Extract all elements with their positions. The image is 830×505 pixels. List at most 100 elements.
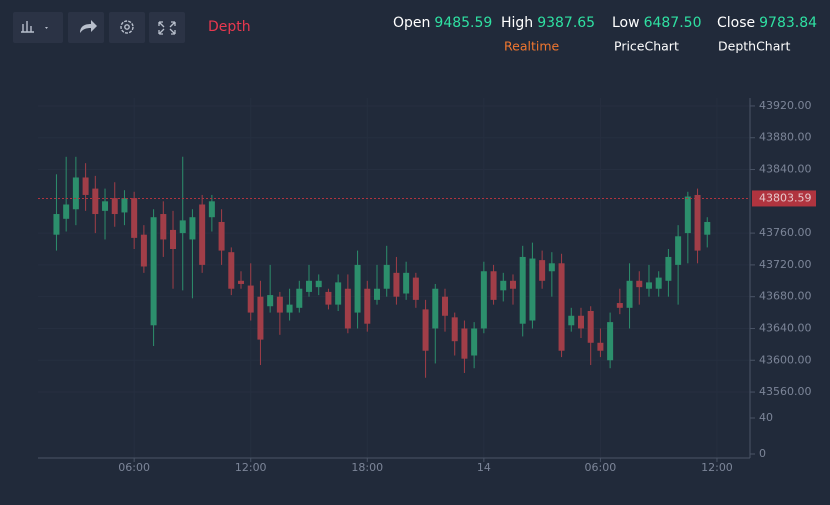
stat-value: 9783.84 <box>759 15 817 31</box>
last-price-box <box>752 190 816 207</box>
fullscreen-button[interactable] <box>149 12 185 43</box>
chart: 43560.00 43600.00 43640.00 43680.00 43720.00… <box>38 98 816 474</box>
candle-body <box>461 328 468 359</box>
y-tick-label: 43680.00 <box>759 290 812 303</box>
candle-body <box>568 315 575 326</box>
candle-body <box>170 229 177 249</box>
candle-body <box>626 280 633 308</box>
candle-body <box>72 177 79 210</box>
candle-body <box>150 217 157 326</box>
candle-body <box>238 280 245 284</box>
candle-body <box>422 309 429 351</box>
candle-body <box>509 280 516 289</box>
candle-body <box>597 342 604 351</box>
candle-body <box>412 277 419 300</box>
candle-body <box>354 264 361 313</box>
y-tick-label: 43840.00 <box>759 163 812 176</box>
candle-body <box>616 303 623 308</box>
candle-body <box>179 220 186 234</box>
candle-body <box>471 328 478 356</box>
tab[interactable]: Realtime <box>504 39 559 54</box>
stat-name: Low <box>612 15 640 31</box>
stat-name: Close <box>717 15 755 31</box>
candle-body <box>374 288 381 300</box>
toolbar <box>13 12 185 43</box>
candle-body <box>645 282 652 289</box>
candle-body <box>607 322 614 361</box>
y-tick-label: 43600.00 <box>759 353 812 366</box>
candle-body <box>519 256 526 324</box>
indicator-button[interactable] <box>13 12 63 43</box>
candle-body <box>383 264 390 289</box>
candle-body <box>364 288 371 324</box>
candle-body <box>490 271 497 300</box>
candle-body <box>558 263 565 351</box>
candle-body <box>257 296 264 340</box>
stat-value: 9485.59 <box>434 15 492 31</box>
candle-body <box>403 272 410 294</box>
y-tick-label: 43720.00 <box>759 258 812 271</box>
candle-body <box>684 196 691 234</box>
candle-body <box>325 291 332 305</box>
candle-body <box>140 234 147 267</box>
candle-body <box>53 214 60 235</box>
x-tick-label: 06:00 <box>118 461 150 474</box>
x-tick-label: 06:00 <box>585 461 617 474</box>
candle-body <box>189 217 196 240</box>
candle-body <box>587 310 594 343</box>
tab[interactable]: PriceChart <box>614 39 679 54</box>
candle-body <box>500 280 507 291</box>
candle-body <box>636 280 643 288</box>
tab[interactable]: DepthChart <box>718 39 791 54</box>
candle-body <box>675 236 682 265</box>
y-tick-label: 43920.00 <box>759 99 812 112</box>
candle-body <box>111 198 118 215</box>
y-tick-label: 43880.00 <box>759 131 812 144</box>
stat-name: High <box>501 15 533 31</box>
x-tick-label: 18:00 <box>351 461 383 474</box>
x-tick-label: 12:00 <box>235 461 267 474</box>
y2-tick-label: 40 <box>759 411 773 424</box>
candle-body <box>121 198 128 213</box>
candle-body <box>131 198 138 238</box>
candle-body <box>577 315 584 329</box>
candle-body <box>480 271 487 329</box>
depth-link[interactable]: Depth <box>208 19 251 35</box>
candle-body <box>694 194 701 251</box>
share-button[interactable] <box>68 12 104 43</box>
candle-body <box>296 288 303 308</box>
candle-body <box>228 252 235 289</box>
last-price-label: 43803.59 <box>759 191 812 204</box>
candle-body <box>665 256 672 281</box>
x-tick-label: 12:00 <box>701 461 733 474</box>
candle-body <box>451 317 458 342</box>
candle-body <box>82 177 89 195</box>
candle-body <box>218 221 225 251</box>
candle-body <box>315 280 322 288</box>
candle-body <box>208 201 215 218</box>
candle-body <box>548 263 555 272</box>
candle-body <box>539 260 546 281</box>
stats: Open 9485.59 High 9387.65 Low 6487.50 Close 978… <box>393 15 817 31</box>
candle-body <box>63 204 70 219</box>
y-tick-label: 43760.00 <box>759 226 812 239</box>
candle-body <box>529 258 536 321</box>
stat-value: 9387.65 <box>537 15 595 31</box>
x-tick-label: 14 <box>477 461 491 474</box>
tabs: Realtime PriceChart DepthChart <box>504 39 791 54</box>
stat-name: Open <box>393 15 430 31</box>
stat-value: 6487.50 <box>644 15 702 31</box>
candle-body <box>199 204 206 265</box>
settings-button[interactable] <box>109 12 145 43</box>
candle-body <box>286 304 293 313</box>
candle-body <box>704 221 711 235</box>
candle-body <box>102 201 109 211</box>
candle-body <box>92 188 99 215</box>
y2-tick-label: 0 <box>759 447 766 460</box>
candle-body <box>306 280 313 292</box>
candle-body <box>344 288 351 329</box>
candle-body <box>276 296 283 313</box>
candle-body <box>432 288 439 329</box>
